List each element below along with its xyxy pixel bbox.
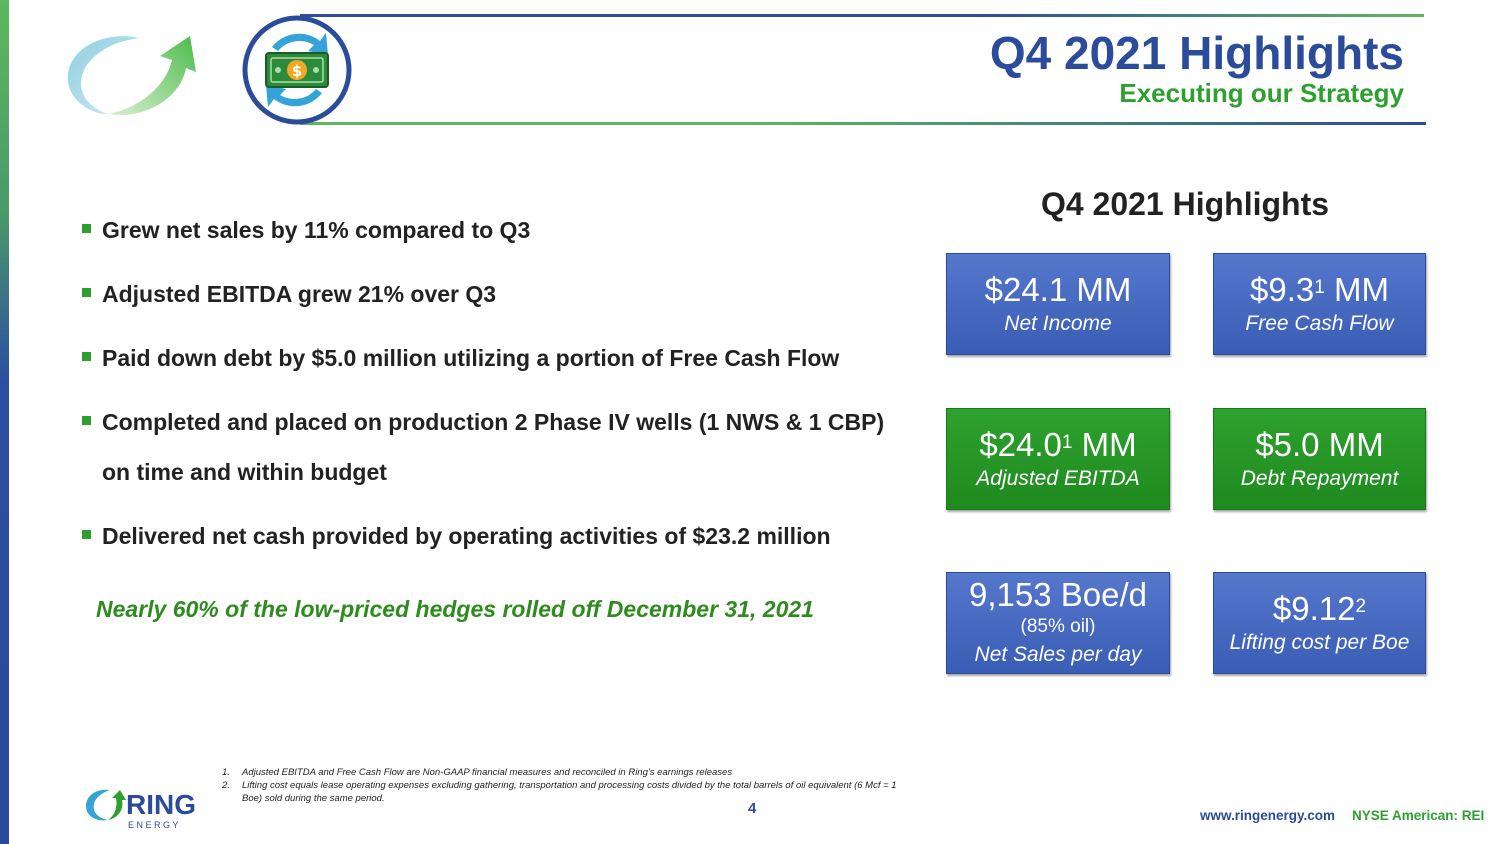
ring-energy-logo: RING E N E R G Y — [86, 789, 196, 830]
header-bottom-rule — [300, 122, 1426, 125]
net-income-value: $24.1 MM — [984, 271, 1132, 308]
net-sales-label: Net Sales per day — [974, 643, 1142, 666]
website-link[interactable]: www.ringenergy.com — [1200, 808, 1336, 823]
money-cycle-icon: $ — [242, 15, 352, 125]
left-accent-bar — [0, 0, 9, 844]
lifting-cost-value: $9.122 — [1272, 590, 1367, 627]
page-title: Q4 2021 Highlights — [989, 27, 1404, 79]
svg-text:$: $ — [292, 62, 302, 80]
bullet-item: Completed and placed on production 2 Pha… — [80, 397, 900, 497]
highlights-bullet-list: Grew net sales by 11% compared to Q3 Adj… — [80, 205, 900, 575]
page-number: 4 — [748, 800, 757, 817]
highlights-title: Q4 2021 Highlights — [1040, 186, 1330, 222]
debt-repayment-box: $5.0 MM Debt Repayment — [1213, 408, 1426, 510]
free-cash-flow-value: $9.31 MM — [1250, 271, 1389, 308]
net-sales-box: 9,153 Boe/d (85% oil) Net Sales per day — [946, 572, 1170, 674]
adjusted-ebitda-box: $24.01 MM Adjusted EBITDA — [946, 408, 1170, 510]
footnote-2: 2. Lifting cost equals lease operating e… — [222, 780, 897, 804]
bullet-item: Paid down debt by $5.0 million utilizing… — [80, 333, 900, 383]
adjusted-ebitda-label: Adjusted EBITDA — [976, 467, 1140, 490]
bullet-item: Adjusted EBITDA grew 21% over Q3 — [80, 269, 900, 319]
lifting-cost-box: $9.122 Lifting cost per Boe — [1213, 572, 1426, 674]
debt-repayment-label: Debt Repayment — [1240, 467, 1399, 490]
debt-repayment-value: $5.0 MM — [1255, 426, 1384, 463]
lifting-cost-label: Lifting cost per Boe — [1229, 631, 1410, 654]
net-income-label: Net Income — [1004, 312, 1112, 335]
bullet-item: Delivered net cash provided by operating… — [80, 511, 900, 561]
stock-ticker: NYSE American: REI — [1352, 808, 1485, 823]
header-top-rule — [300, 14, 1424, 17]
footnotes: 1. Adjusted EBITDA and Free Cash Flow ar… — [222, 766, 902, 805]
svg-text:E N E R G Y: E N E R G Y — [128, 820, 178, 830]
hedge-callout: Nearly 60% of the low-priced hedges roll… — [96, 596, 814, 622]
free-cash-flow-box: $9.31 MM Free Cash Flow — [1213, 253, 1426, 355]
page-subtitle: Executing our Strategy — [1119, 78, 1404, 108]
adjusted-ebitda-value: $24.01 MM — [979, 426, 1137, 463]
bullet-item: Grew net sales by 11% compared to Q3 — [80, 205, 900, 255]
footnote-1: 1. Adjusted EBITDA and Free Cash Flow ar… — [222, 767, 733, 778]
free-cash-flow-label: Free Cash Flow — [1245, 312, 1394, 335]
net-sales-oil-share: (85% oil) — [1020, 616, 1096, 637]
svg-text:RING: RING — [126, 789, 196, 820]
net-income-box: $24.1 MM Net Income — [946, 253, 1170, 355]
net-sales-value: 9,153 Boe/d — [969, 576, 1147, 613]
swirl-arrow-icon — [67, 36, 196, 116]
